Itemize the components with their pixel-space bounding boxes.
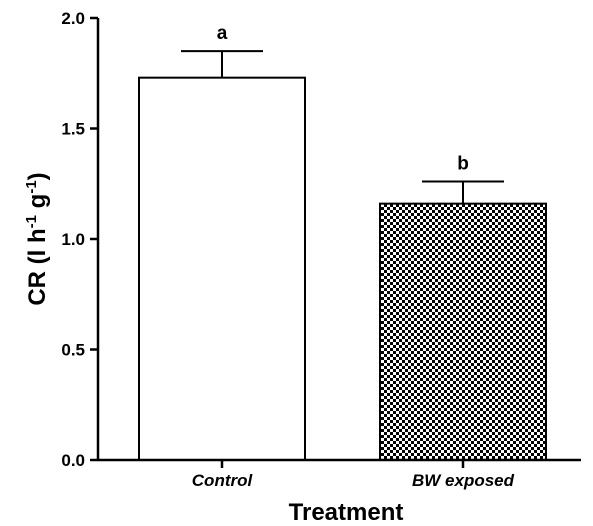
significance-label: b: [457, 154, 469, 175]
bar: [379, 202, 547, 461]
significance-label: a: [217, 23, 228, 44]
y-axis-title-exp2: -1: [23, 180, 40, 193]
y-axis-title-end: ): [24, 172, 51, 180]
y-axis-title: CR (l h-1 g-1): [23, 172, 51, 305]
y-axis-title-mid: g: [24, 194, 51, 215]
error-bars-layer: ab: [181, 23, 504, 204]
y-tick-label: 0.5: [61, 341, 85, 360]
y-ticks-layer: 0.0 0.5 1.0 1.5 2.0: [61, 9, 98, 470]
y-tick-label: 1.5: [61, 120, 85, 139]
category-label: BW exposed: [412, 471, 515, 490]
x-axis-title: Treatment: [289, 499, 404, 526]
bars-layer: [138, 76, 547, 461]
category-labels-layer: Control BW exposed: [192, 460, 515, 490]
y-axis-title-base: CR (l h: [24, 228, 51, 305]
y-tick-label: 1.0: [61, 230, 85, 249]
bar: [138, 76, 306, 461]
y-axis-title-exp1: -1: [23, 215, 40, 228]
category-label: Control: [192, 471, 254, 490]
y-tick-label: 2.0: [61, 9, 85, 28]
y-tick-label: 0.0: [61, 451, 85, 470]
